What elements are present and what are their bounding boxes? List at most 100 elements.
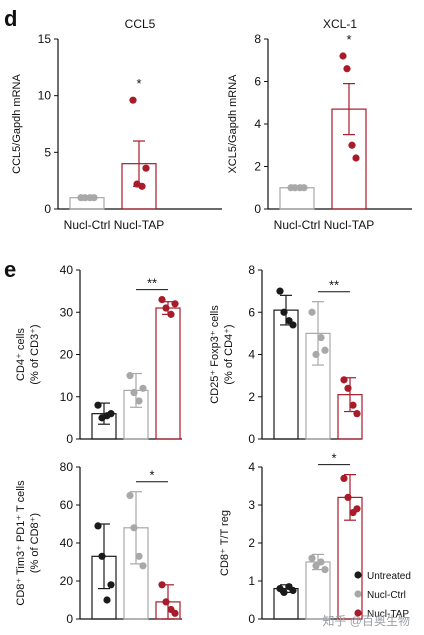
y-tick-label: 20: [60, 574, 74, 588]
data-point: [308, 554, 316, 562]
y-tick-label: 0: [66, 432, 73, 446]
data-point: [280, 308, 288, 316]
bar-nucl_ctrl: [279, 187, 315, 210]
data-point: [162, 598, 170, 606]
significance-label: **: [147, 276, 157, 291]
y-tick-label: 8: [254, 32, 261, 46]
y-tick-label: 40: [60, 263, 74, 277]
data-point: [339, 52, 347, 60]
y-tick-label: 2: [248, 390, 255, 404]
chart-4: 0 2 4 6 8 CD25⁺ Foxp3⁺ cells (% of CD4⁺) **: [209, 263, 363, 446]
y-tick-label: 2: [248, 536, 255, 550]
y-axis-label: (% of CD8⁺): [29, 513, 41, 573]
x-tick-label: Nucl-Ctrl: [64, 218, 111, 232]
y-tick-label: 30: [60, 305, 74, 319]
data-point: [162, 304, 170, 312]
chart-3: 0 10 20 30 40 CD4⁺ cells (% of CD3⁺) **: [15, 263, 182, 446]
data-point: [81, 194, 89, 202]
data-point: [138, 182, 146, 190]
x-tick-label: Nucl-TAP: [114, 218, 164, 232]
data-point: [103, 596, 111, 604]
y-tick-label: 6: [254, 75, 261, 89]
data-point: [139, 562, 147, 570]
data-point: [171, 609, 179, 617]
data-point: [353, 505, 361, 513]
y-axis-label: (% of CD3⁺): [29, 324, 41, 384]
data-point: [343, 65, 351, 73]
data-point: [344, 384, 352, 392]
y-tick-label: 0: [248, 612, 255, 626]
data-point: [158, 295, 166, 304]
data-point: [94, 522, 102, 530]
y-axis-label: CD8⁺ T/T reg: [219, 510, 231, 576]
data-point: [126, 491, 134, 500]
y-tick-label: 6: [248, 305, 255, 319]
chart-1: CCL5 0 5 10 15 CCL5/Gapdh mRNA Nucl-Ctrl Nucl-T…: [11, 17, 222, 232]
data-point: [308, 308, 316, 316]
y-tick-label: 4: [248, 348, 255, 362]
chart-5: 0 20 40 60 80 CD8⁺ Tim3⁺ PD1⁺ T cells (% of CD…: [15, 460, 182, 626]
y-tick-label: 10: [38, 89, 52, 103]
data-point: [135, 397, 143, 405]
y-tick-label: 0: [66, 612, 73, 626]
data-point: [107, 410, 115, 418]
legend-marker-nucl_ctrl: [354, 590, 362, 598]
watermark: 知乎 @百奥生物: [322, 614, 410, 628]
data-point: [94, 401, 102, 409]
data-point: [90, 194, 98, 202]
data-point: [130, 388, 138, 397]
data-point: [130, 524, 138, 532]
x-tick-label: Nucl-TAP: [324, 218, 374, 232]
panel-letter-e: e: [4, 257, 17, 282]
y-tick-label: 2: [254, 160, 261, 174]
panel-letter-d: d: [4, 6, 18, 31]
legend-label-nucl_tap: Nucl-TAP: [367, 609, 409, 620]
data-point: [344, 493, 352, 501]
data-point: [348, 141, 356, 149]
y-axis-label: XCL5/Gapdh mRNA: [227, 74, 239, 174]
significance-label: *: [331, 451, 336, 466]
y-tick-label: 15: [38, 32, 52, 46]
data-point: [340, 474, 348, 482]
y-tick-label: 1: [248, 574, 255, 588]
data-point: [171, 300, 179, 308]
data-point: [139, 384, 147, 392]
data-point: [321, 346, 329, 354]
data-point: [321, 566, 329, 574]
y-axis-label: CD25⁺ Foxp3⁺ cells: [209, 305, 221, 404]
y-tick-label: 3: [248, 498, 255, 512]
legend-label-untreated: Untreated: [367, 571, 411, 582]
legend-marker-nucl_tap: [354, 609, 362, 617]
data-point: [353, 410, 361, 418]
chart-2: XCL-1 0 2 4 6 8 XCL5/Gapdh mRNA Nucl-Ctrl Nucl-T…: [227, 17, 412, 232]
y-tick-label: 20: [60, 348, 74, 362]
data-point: [317, 558, 325, 566]
data-point: [142, 164, 150, 172]
chart-6: 0 1 2 3 4 CD8⁺ T/T reg *: [219, 451, 363, 626]
y-tick-label: 5: [44, 145, 51, 159]
y-axis-label: CD8⁺ Tim3⁺ PD1⁺ T cells: [15, 480, 27, 606]
data-point: [280, 588, 288, 597]
bar-untreated: [273, 309, 299, 440]
data-point: [289, 586, 297, 595]
data-point: [129, 96, 137, 104]
legend-label-nucl_ctrl: Nucl-Ctrl: [367, 590, 406, 601]
y-tick-label: 0: [248, 432, 255, 446]
data-point: [312, 350, 320, 359]
data-point: [135, 552, 143, 560]
data-point: [276, 287, 284, 295]
significance-label: *: [136, 76, 141, 91]
y-tick-label: 40: [60, 536, 74, 550]
data-point: [352, 154, 360, 162]
data-point: [291, 184, 299, 192]
y-tick-label: 0: [44, 202, 51, 216]
y-tick-label: 4: [248, 460, 255, 474]
data-point: [317, 334, 325, 342]
data-point: [312, 562, 320, 570]
data-point: [107, 581, 115, 589]
y-tick-label: 4: [254, 117, 261, 131]
y-tick-label: 0: [254, 202, 261, 216]
y-tick-label: 8: [248, 263, 255, 277]
bar-nucl_tap: [155, 307, 181, 440]
